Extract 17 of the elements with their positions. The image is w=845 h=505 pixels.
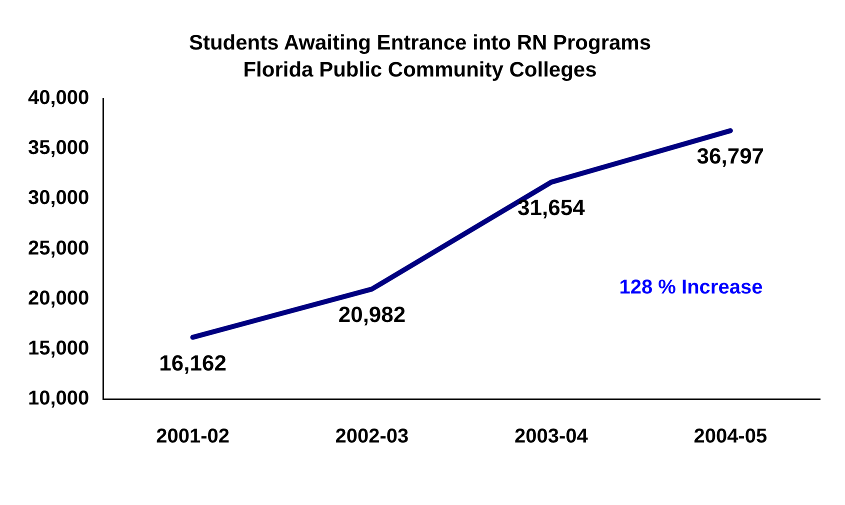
data-label: 16,162 — [159, 350, 226, 376]
data-label: 31,654 — [518, 195, 586, 220]
y-tick-label: 40,000 — [28, 87, 90, 110]
chart-title: Students Awaiting Entrance into RN Programs Florida Public Community Colleges — [188, 31, 652, 82]
x-tick-label: 2003-04 — [514, 426, 589, 448]
y-tick-label: 10,000 — [28, 388, 90, 410]
x-tick-label: 2004-05 — [694, 426, 768, 448]
y-tick-label: 35,000 — [28, 137, 90, 160]
data-label: 36,797 — [696, 144, 764, 169]
x-tick-label: 2001-02 — [156, 426, 230, 448]
x-tick-label: 2002-03 — [335, 426, 409, 448]
y-tick-label: 30,000 — [28, 187, 90, 210]
y-tick-label: 20,000 — [28, 287, 90, 310]
data-label: 20,982 — [338, 302, 406, 328]
y-tick-label: 15,000 — [28, 337, 90, 360]
y-tick-label: 25,000 — [28, 237, 90, 260]
annotation: 128 % Increase — [619, 276, 763, 298]
